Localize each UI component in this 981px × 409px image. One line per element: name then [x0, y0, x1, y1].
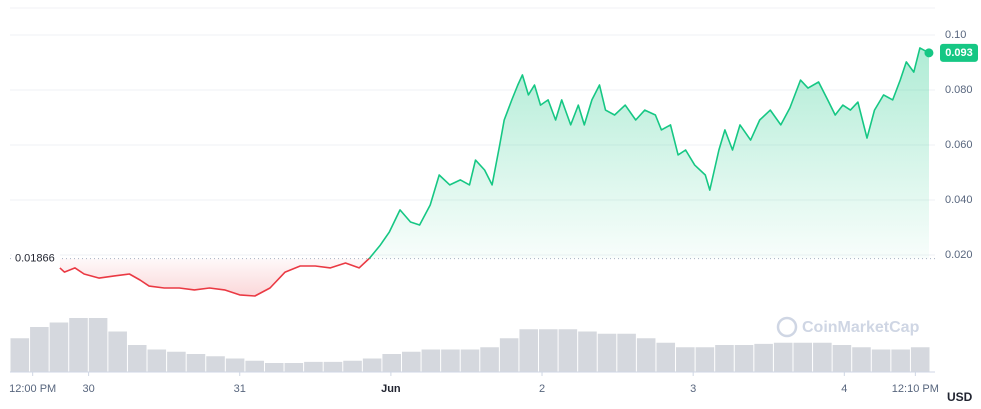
watermark-group: CoinMarketCap — [776, 316, 920, 338]
volume-bar — [421, 349, 441, 372]
volume-bar — [323, 361, 343, 372]
last-price-dot — [924, 48, 934, 58]
volume-bar — [636, 338, 656, 372]
volume-bar — [754, 343, 773, 372]
volume-bar — [264, 363, 284, 372]
volume-bar — [734, 345, 754, 372]
price-area — [59, 47, 929, 297]
volume-bar — [813, 342, 832, 372]
volume-bar — [578, 331, 597, 372]
volume-bar — [832, 345, 852, 372]
y-tick-label: 0.020 — [945, 249, 973, 261]
volume-bar — [304, 361, 323, 372]
volume-bar — [362, 358, 382, 372]
currency-label: USD — [947, 390, 973, 404]
volume-bar — [441, 349, 460, 372]
baseline-label: 0.01866 — [15, 253, 55, 265]
volume-bar — [852, 347, 871, 372]
volume-bar — [676, 347, 695, 372]
x-tick-label: Jun — [381, 383, 401, 395]
volume-bar — [167, 351, 186, 372]
volume-bar — [147, 349, 167, 372]
volume-bar — [206, 356, 225, 372]
y-tick-label: 0.080 — [945, 84, 973, 96]
volume-bar — [401, 351, 421, 372]
volume-bars — [10, 318, 935, 373]
plot: 0.01866 0.093 — [10, 43, 978, 297]
volume-bar — [127, 345, 147, 372]
volume-bar — [558, 329, 578, 372]
x-tick-label: 30 — [82, 383, 94, 395]
watermark-logo — [776, 316, 798, 338]
watermark: CoinMarketCap — [802, 319, 920, 336]
x-tick-label: 2 — [539, 383, 545, 395]
volume-bar — [499, 338, 519, 372]
volume-bar — [871, 349, 891, 372]
volume-bar — [343, 360, 362, 372]
volume-bar — [793, 342, 813, 372]
x-tick-label: 4 — [841, 383, 847, 395]
volume-bar — [245, 360, 264, 372]
baseline-label-bg — [12, 250, 60, 266]
volume-bar — [617, 333, 636, 372]
volume-bar — [382, 354, 401, 372]
y-tick-label: 0.060 — [945, 139, 973, 151]
x-tick-label: 12:00 PM — [9, 383, 56, 395]
volume-bar — [891, 349, 910, 372]
volume-bar — [480, 347, 499, 372]
volume-bar — [49, 322, 69, 372]
volume-bar — [773, 342, 793, 372]
volume-bar — [108, 331, 127, 372]
volume-bar — [284, 363, 304, 372]
volume-bar — [69, 318, 88, 372]
y-tick-label: 0.10 — [945, 29, 966, 41]
volume-bar — [460, 349, 480, 372]
volume-bar — [539, 329, 558, 372]
volume-bar — [910, 347, 930, 372]
x-tick-label: 12:10 PM — [892, 383, 939, 395]
last-price-box — [940, 43, 978, 62]
x-tick-label: 3 — [690, 383, 696, 395]
volume-bar — [88, 318, 108, 372]
volume-bar — [186, 354, 206, 372]
y-tick-label: 0.040 — [945, 194, 973, 206]
volume-bar — [597, 333, 617, 372]
volume-bar — [656, 342, 676, 372]
volume-bar — [715, 345, 734, 372]
volume-bar — [695, 347, 715, 372]
volume-bar — [519, 329, 539, 372]
volume-bar — [10, 338, 30, 372]
last-price-label: 0.093 — [945, 47, 973, 59]
volume-bar — [30, 327, 49, 372]
volume-bar — [225, 358, 245, 372]
x-tick-label: 31 — [234, 383, 246, 395]
price-line — [59, 47, 930, 297]
